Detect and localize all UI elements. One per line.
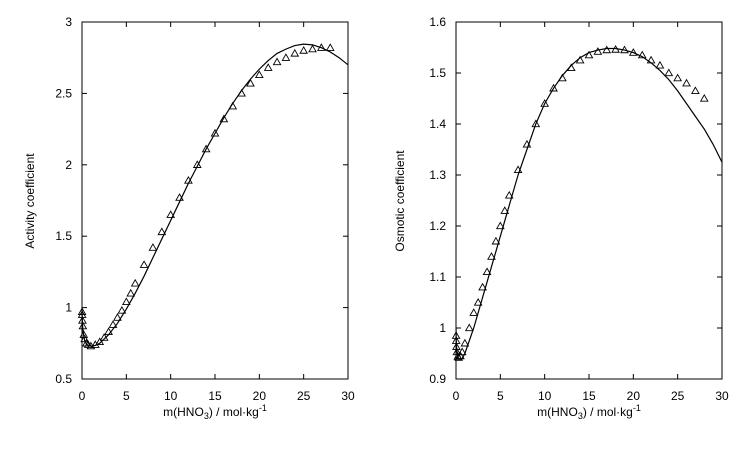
data-point-marker: [646, 55, 656, 64]
x-axis-label: m(HNO3) / mol·kg-1: [163, 403, 267, 421]
data-point-marker: [113, 313, 122, 321]
data-point-marker: [308, 44, 317, 53]
data-point-marker: [664, 68, 674, 77]
y-axis-ticks: 0.5 1 1.5 2 2.5 3: [55, 15, 348, 386]
data-point-marker: [584, 50, 594, 59]
data-point-marker: [108, 320, 118, 328]
x-axis-label: m(HNO3) / mol·kg-1: [537, 403, 641, 421]
y-tick-label: 0.9: [429, 372, 446, 386]
data-point-marker: [130, 278, 140, 287]
data-point-marker: [254, 70, 264, 78]
data-point-marker: [464, 323, 474, 332]
data-point-marker: [478, 282, 487, 291]
data-point-marker: [325, 43, 335, 51]
y-tick-label: 3: [65, 15, 72, 29]
y-tick-label: 1: [65, 301, 72, 315]
data-point-marker: [263, 63, 273, 71]
data-point-marker: [456, 351, 465, 360]
y-tick-label: 1: [439, 321, 446, 335]
data-point-marker: [495, 221, 505, 230]
x-tick-label: 0: [79, 389, 86, 403]
data-point-marker: [117, 305, 127, 314]
data-point-marker: [602, 45, 612, 54]
data-point-marker: [82, 338, 91, 347]
data-point-marker: [454, 353, 464, 361]
data-point-marker: [299, 46, 309, 54]
y-axis-label: Activity coefficient: [23, 153, 37, 249]
data-point-marker: [219, 114, 229, 123]
osmotic-coefficient-panel: 0 5 10 15 20 25 30 0.9 1 1.1 1.2 1.3 1.4 1.5 1.6 m(HN…: [393, 15, 729, 421]
x-tick-label: 5: [497, 389, 504, 403]
x-axis-ticks: 0 5 10 15 20 25 30: [453, 22, 729, 403]
x-tick-label: 25: [671, 389, 685, 403]
plot-frame: [455, 21, 723, 380]
plot-frame: [81, 21, 349, 380]
x-tick-label: 30: [715, 389, 729, 403]
data-point-marker: [473, 297, 483, 306]
data-point-marker: [457, 347, 467, 356]
data-point-marker: [121, 297, 131, 306]
data-point-marker: [482, 267, 492, 276]
x-axis-ticks: 0 5 10 15 20 25 30: [79, 22, 355, 403]
data-point-marker: [655, 60, 665, 69]
x-tick-label: 10: [164, 389, 178, 403]
x-tick-label: 15: [582, 389, 596, 403]
data-point-marker: [500, 206, 510, 214]
x-tick-label: 0: [453, 389, 460, 403]
data-point-marker: [637, 50, 647, 59]
y-axis-label: Osmotic coefficient: [393, 150, 407, 252]
y-tick-label: 1.2: [429, 219, 446, 233]
data-point-marker: [157, 227, 167, 236]
data-point-marker: [126, 288, 136, 297]
y-tick-label: 0.5: [55, 372, 72, 386]
data-point-marker: [290, 48, 300, 57]
x-tick-label: 15: [208, 389, 222, 403]
data-point-marker: [504, 190, 514, 199]
data-point-marker: [691, 86, 700, 95]
y-tick-label: 1.6: [429, 15, 446, 29]
data-point-marker: [531, 119, 541, 128]
data-point-marker: [491, 236, 501, 245]
data-point-marker: [281, 53, 291, 61]
data-point-marker: [246, 78, 255, 87]
data-point-marker: [673, 73, 683, 82]
x-tick-label: 5: [123, 389, 130, 403]
data-point-marker: [540, 99, 550, 107]
data-point-marker: [166, 210, 176, 218]
data-point-marker: [487, 252, 496, 260]
model-curve: [456, 47, 722, 361]
x-tick-label: 20: [253, 389, 267, 403]
data-point-marker: [460, 338, 470, 347]
y-tick-label: 2.5: [55, 86, 72, 100]
y-axis-ticks: 0.9 1 1.1 1.2 1.3 1.4 1.5 1.6: [429, 15, 722, 386]
y-tick-label: 1.1: [429, 270, 446, 284]
y-tick-label: 2: [65, 158, 72, 172]
data-point-marker: [139, 260, 149, 268]
data-point-marker: [201, 144, 211, 153]
data-point-marker: [682, 78, 691, 87]
y-tick-label: 1.3: [429, 168, 446, 182]
y-tick-label: 1.4: [429, 117, 446, 131]
plot-series: [77, 43, 348, 350]
y-tick-label: 1.5: [55, 229, 72, 243]
data-point-marker: [699, 93, 709, 102]
data-point-marker: [549, 83, 558, 92]
data-point-marker: [148, 243, 158, 251]
data-point-marker: [210, 128, 220, 137]
x-tick-label: 30: [341, 389, 355, 403]
x-tick-label: 20: [627, 389, 641, 403]
activity-coefficient-panel: 0 5 10 15 20 25 30 0.5 1 1.5 2 2.5 3 m(HNO3) / mol·…: [23, 15, 355, 421]
y-tick-label: 1.5: [429, 66, 446, 80]
data-point-marker: [469, 308, 479, 316]
x-tick-label: 10: [538, 389, 552, 403]
model-curve: [82, 43, 348, 347]
plot-series: [451, 45, 722, 361]
data-point-marker: [272, 57, 282, 66]
x-tick-label: 25: [297, 389, 311, 403]
